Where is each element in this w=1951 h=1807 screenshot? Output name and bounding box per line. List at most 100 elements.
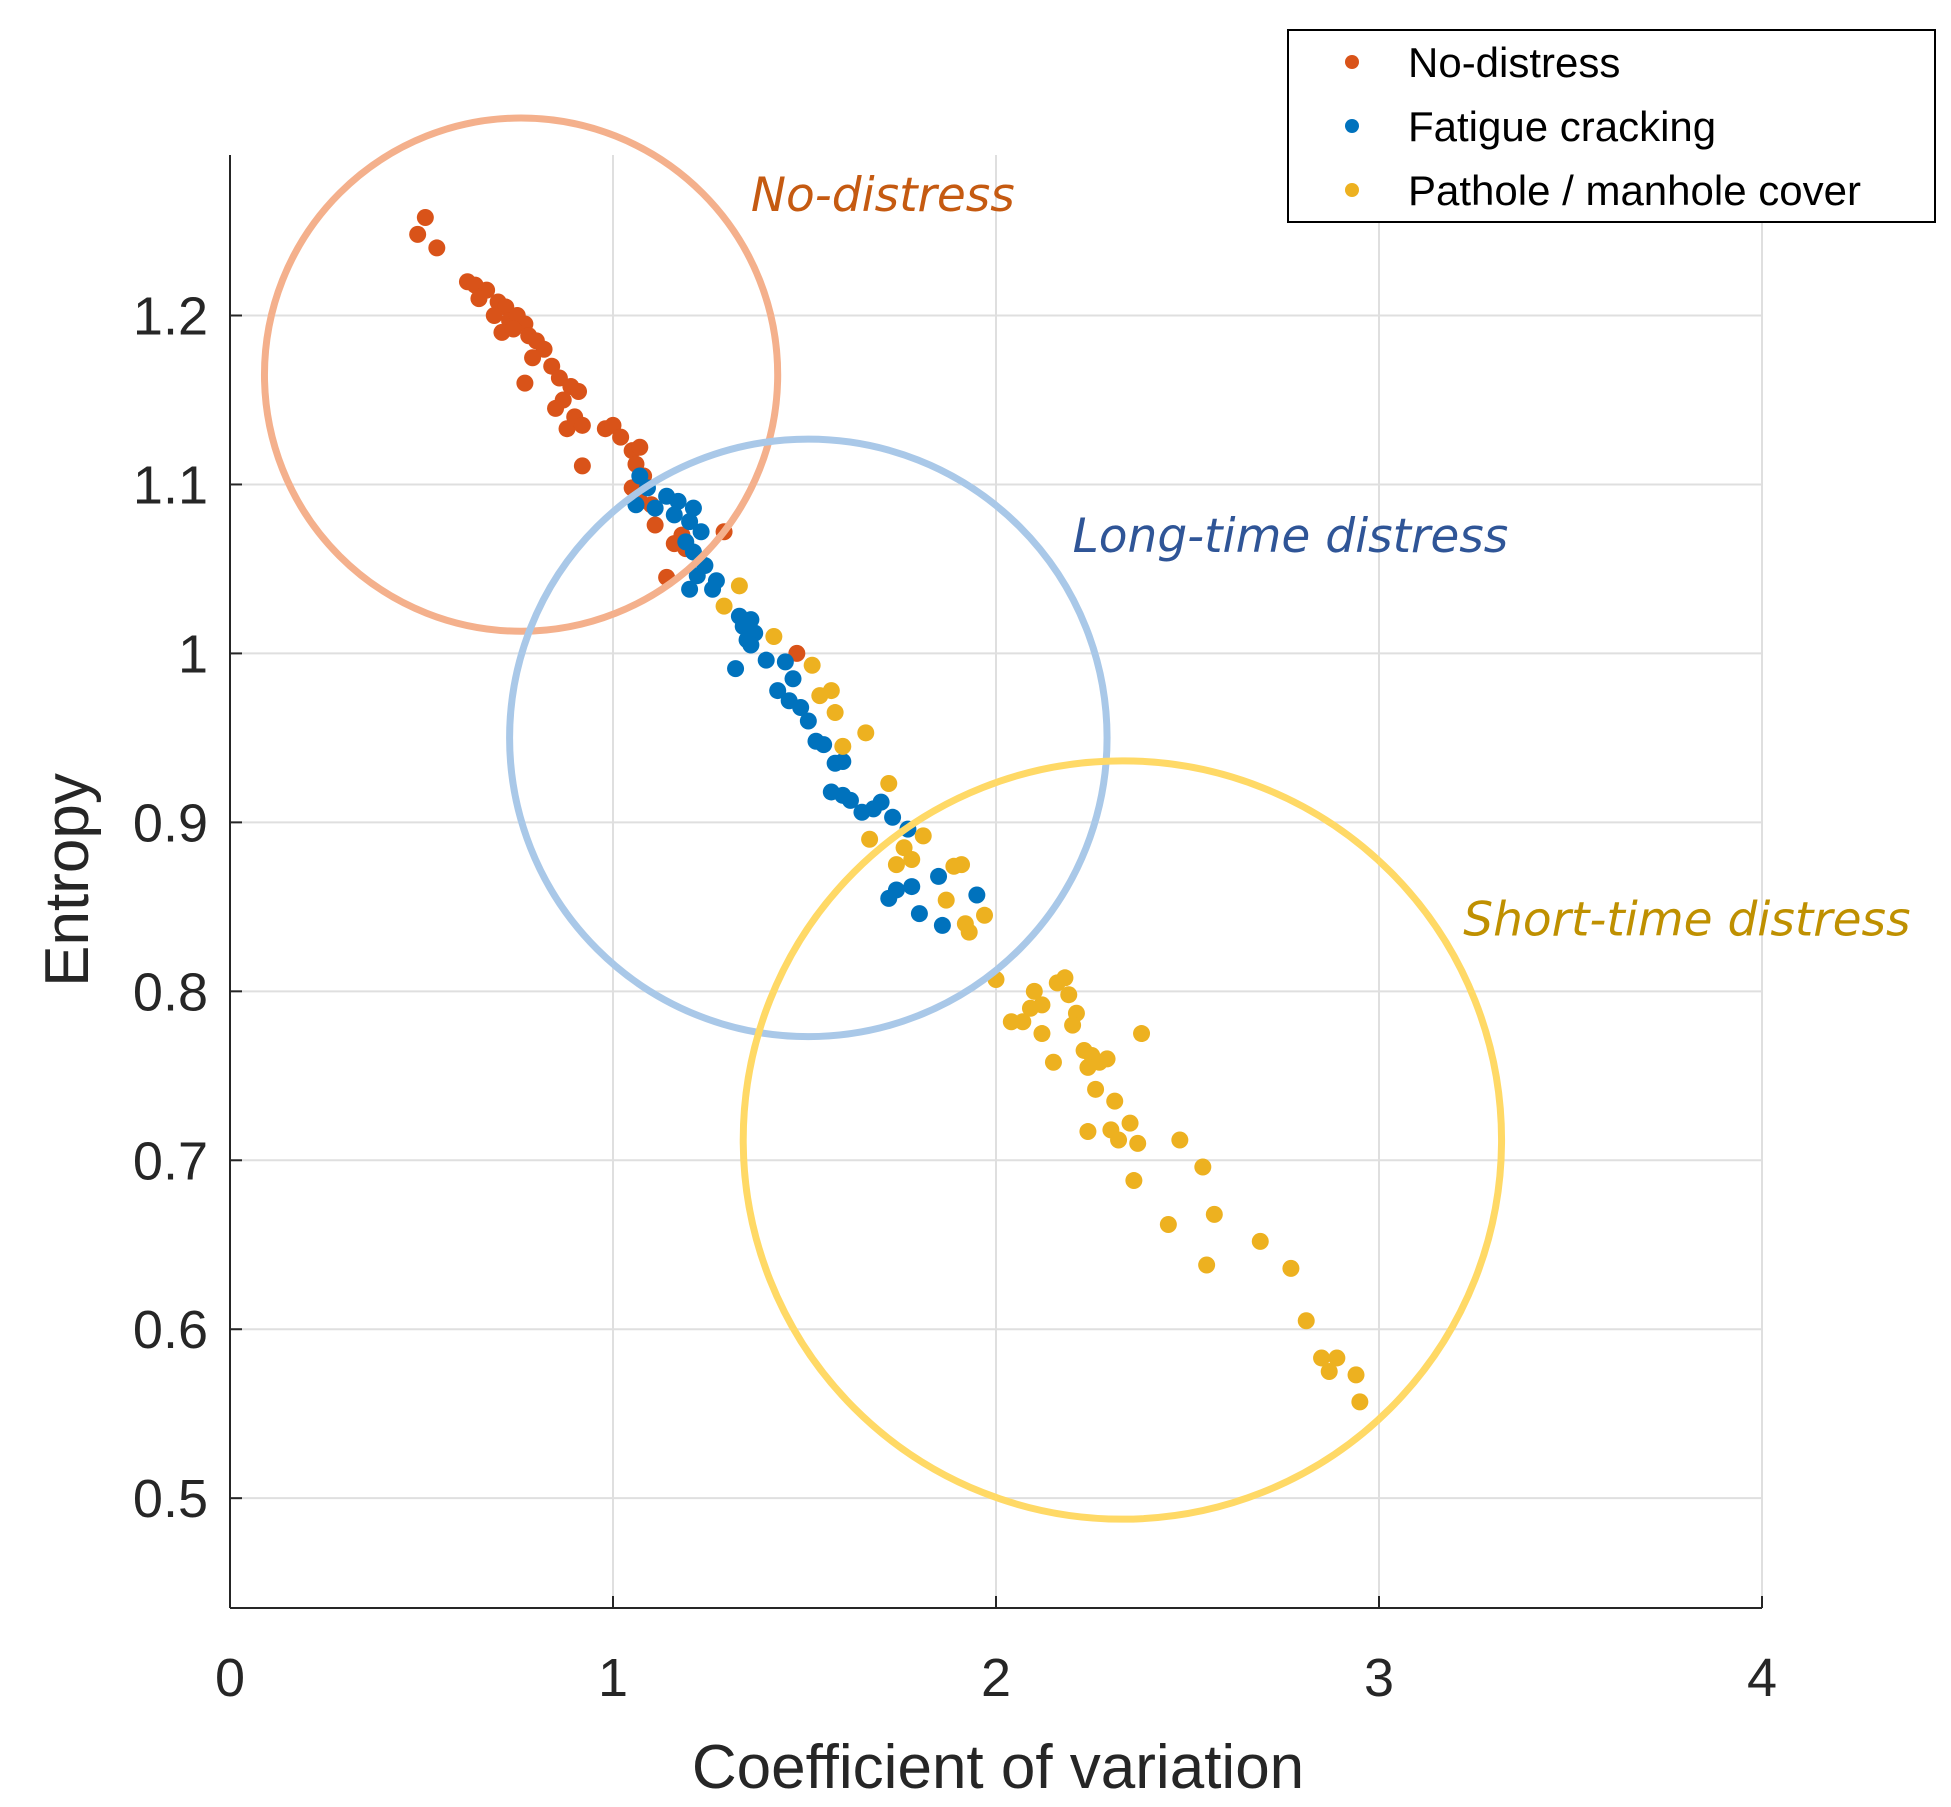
annotation-short-time-distress: Short-time distress	[1463, 893, 1910, 948]
annotation-no-distress: No-distress	[751, 168, 1015, 223]
fatigue-cracking-point	[933, 916, 951, 934]
fatigue-cracking-point	[665, 506, 683, 524]
pathole-manhole-point	[1320, 1362, 1338, 1380]
y-axis-title: Entropy	[33, 773, 102, 987]
fatigue-cracking-point	[815, 736, 833, 754]
fatigue-cracking-point	[646, 499, 664, 517]
pathole-manhole-point	[1313, 1349, 1331, 1367]
x-axis-title: Coefficient of variation	[692, 1733, 1304, 1802]
pathole-manhole-point	[1079, 1058, 1097, 1076]
fatigue-cracking-point	[880, 889, 898, 907]
no-distress-point	[570, 383, 588, 401]
pathole-manhole-point	[1297, 1312, 1315, 1330]
pathole-manhole-point	[1106, 1092, 1124, 1110]
fatigue-cracking-point	[684, 499, 702, 517]
no-distress-point	[409, 225, 427, 243]
y-tick-label: 0.9	[133, 793, 208, 853]
fatigue-cracking-point	[799, 712, 817, 730]
pathole-manhole-point	[1079, 1123, 1097, 1141]
x-tick-label: 1	[598, 1648, 628, 1708]
fatigue-cracking-point	[681, 513, 699, 531]
fatigue-cracking-point	[688, 567, 706, 585]
legend-label-pathole-manhole: Pathole / manhole cover	[1408, 167, 1861, 214]
pathole-manhole-point	[1171, 1131, 1189, 1149]
fatigue-cracking-point	[834, 753, 852, 771]
pathole-manhole-point	[903, 851, 921, 869]
pathole-manhole-point	[1110, 1131, 1128, 1149]
y-tick-label: 1.1	[133, 455, 208, 515]
fatigue-cracking-point	[872, 793, 890, 811]
no-distress-point	[416, 209, 434, 227]
grid-lines	[229, 155, 1763, 1608]
pathole-manhole-point	[937, 891, 955, 909]
region-circle-short-time-distress	[739, 757, 1506, 1523]
no-distress-point	[516, 374, 534, 392]
fatigue-cracking-point	[681, 580, 699, 598]
legend-label-no-distress: No-distress	[1408, 39, 1620, 86]
fatigue-cracking-point	[692, 523, 710, 541]
tick-labels: 0 1 2 3 4 0.5 0.6 0.7 0.8 0.9 1 1.1 1.2	[133, 287, 1777, 1708]
pathole-manhole-point	[1002, 1013, 1020, 1031]
no-distress-point	[646, 516, 664, 534]
no-distress-point	[612, 428, 630, 446]
no-distress-point	[573, 416, 591, 434]
no-distress-point	[470, 290, 488, 308]
pathole-manhole-point	[953, 856, 971, 874]
pathole-manhole-point	[765, 628, 783, 646]
fatigue-cracking-point	[841, 791, 859, 809]
pathole-manhole-point	[1194, 1158, 1212, 1176]
pathole-manhole-point	[1087, 1080, 1105, 1098]
fatigue-cracking-point	[669, 492, 687, 510]
data-points	[409, 209, 1369, 1411]
pathole-manhole-point	[880, 775, 898, 793]
fatigue-cracking-point	[742, 636, 760, 654]
fatigue-cracking-point	[704, 580, 722, 598]
fatigue-cracking-point	[968, 886, 986, 904]
pathole-manhole-point	[803, 656, 821, 674]
region-circle-long-time-distress	[506, 435, 1111, 1041]
pathole-manhole-point	[914, 827, 932, 845]
region-circle-no-distress	[260, 114, 782, 635]
pathole-manhole-point	[861, 830, 879, 848]
pathole-manhole-point	[1159, 1215, 1177, 1233]
x-tick-label: 2	[981, 1648, 1011, 1708]
legend-marker-fatigue-cracking	[1345, 119, 1359, 133]
x-tick-label: 3	[1364, 1648, 1394, 1708]
pathole-manhole-point	[1060, 986, 1078, 1004]
pathole-manhole-point	[1328, 1349, 1346, 1367]
pathole-manhole-point	[1121, 1114, 1139, 1132]
pathole-manhole-point	[857, 724, 875, 742]
fatigue-cracking-point	[784, 670, 802, 688]
pathole-manhole-point	[1021, 999, 1039, 1017]
no-distress-point	[428, 239, 446, 257]
pathole-manhole-point	[730, 577, 748, 595]
fatigue-cracking-point	[792, 698, 810, 716]
fatigue-cracking-point	[910, 905, 928, 923]
pathole-manhole-point	[811, 687, 829, 705]
fatigue-cracking-point	[757, 651, 775, 669]
legend: No-distress Fatigue cracking Pathole / m…	[1287, 29, 1936, 223]
region-circles	[260, 114, 1506, 1523]
pathole-manhole-point	[976, 906, 994, 924]
x-tick-label: 4	[1747, 1648, 1777, 1708]
pathole-manhole-point	[1198, 1256, 1216, 1274]
pathole-manhole-point	[1282, 1259, 1300, 1277]
legend-label-fatigue-cracking: Fatigue cracking	[1408, 103, 1716, 150]
pathole-manhole-point	[1064, 1016, 1082, 1034]
pathole-manhole-point	[1044, 1053, 1062, 1071]
y-tick-label: 0.7	[133, 1131, 208, 1191]
y-tick-label: 0.5	[133, 1469, 208, 1529]
y-tick-label: 0.6	[133, 1300, 208, 1360]
legend-marker-no-distress	[1345, 55, 1359, 69]
y-tick-label: 0.8	[133, 962, 208, 1022]
no-distress-point	[547, 399, 565, 417]
pathole-manhole-point	[887, 856, 905, 874]
fatigue-cracking-point	[884, 808, 902, 826]
no-distress-point	[524, 349, 542, 367]
pathole-manhole-point	[1133, 1025, 1151, 1043]
axes	[229, 155, 1763, 1609]
fatigue-cracking-point	[776, 653, 794, 671]
x-tick-label: 0	[215, 1648, 245, 1708]
legend-box	[1287, 29, 1936, 223]
annotation-long-time-distress: Long-time distress	[1073, 509, 1509, 564]
